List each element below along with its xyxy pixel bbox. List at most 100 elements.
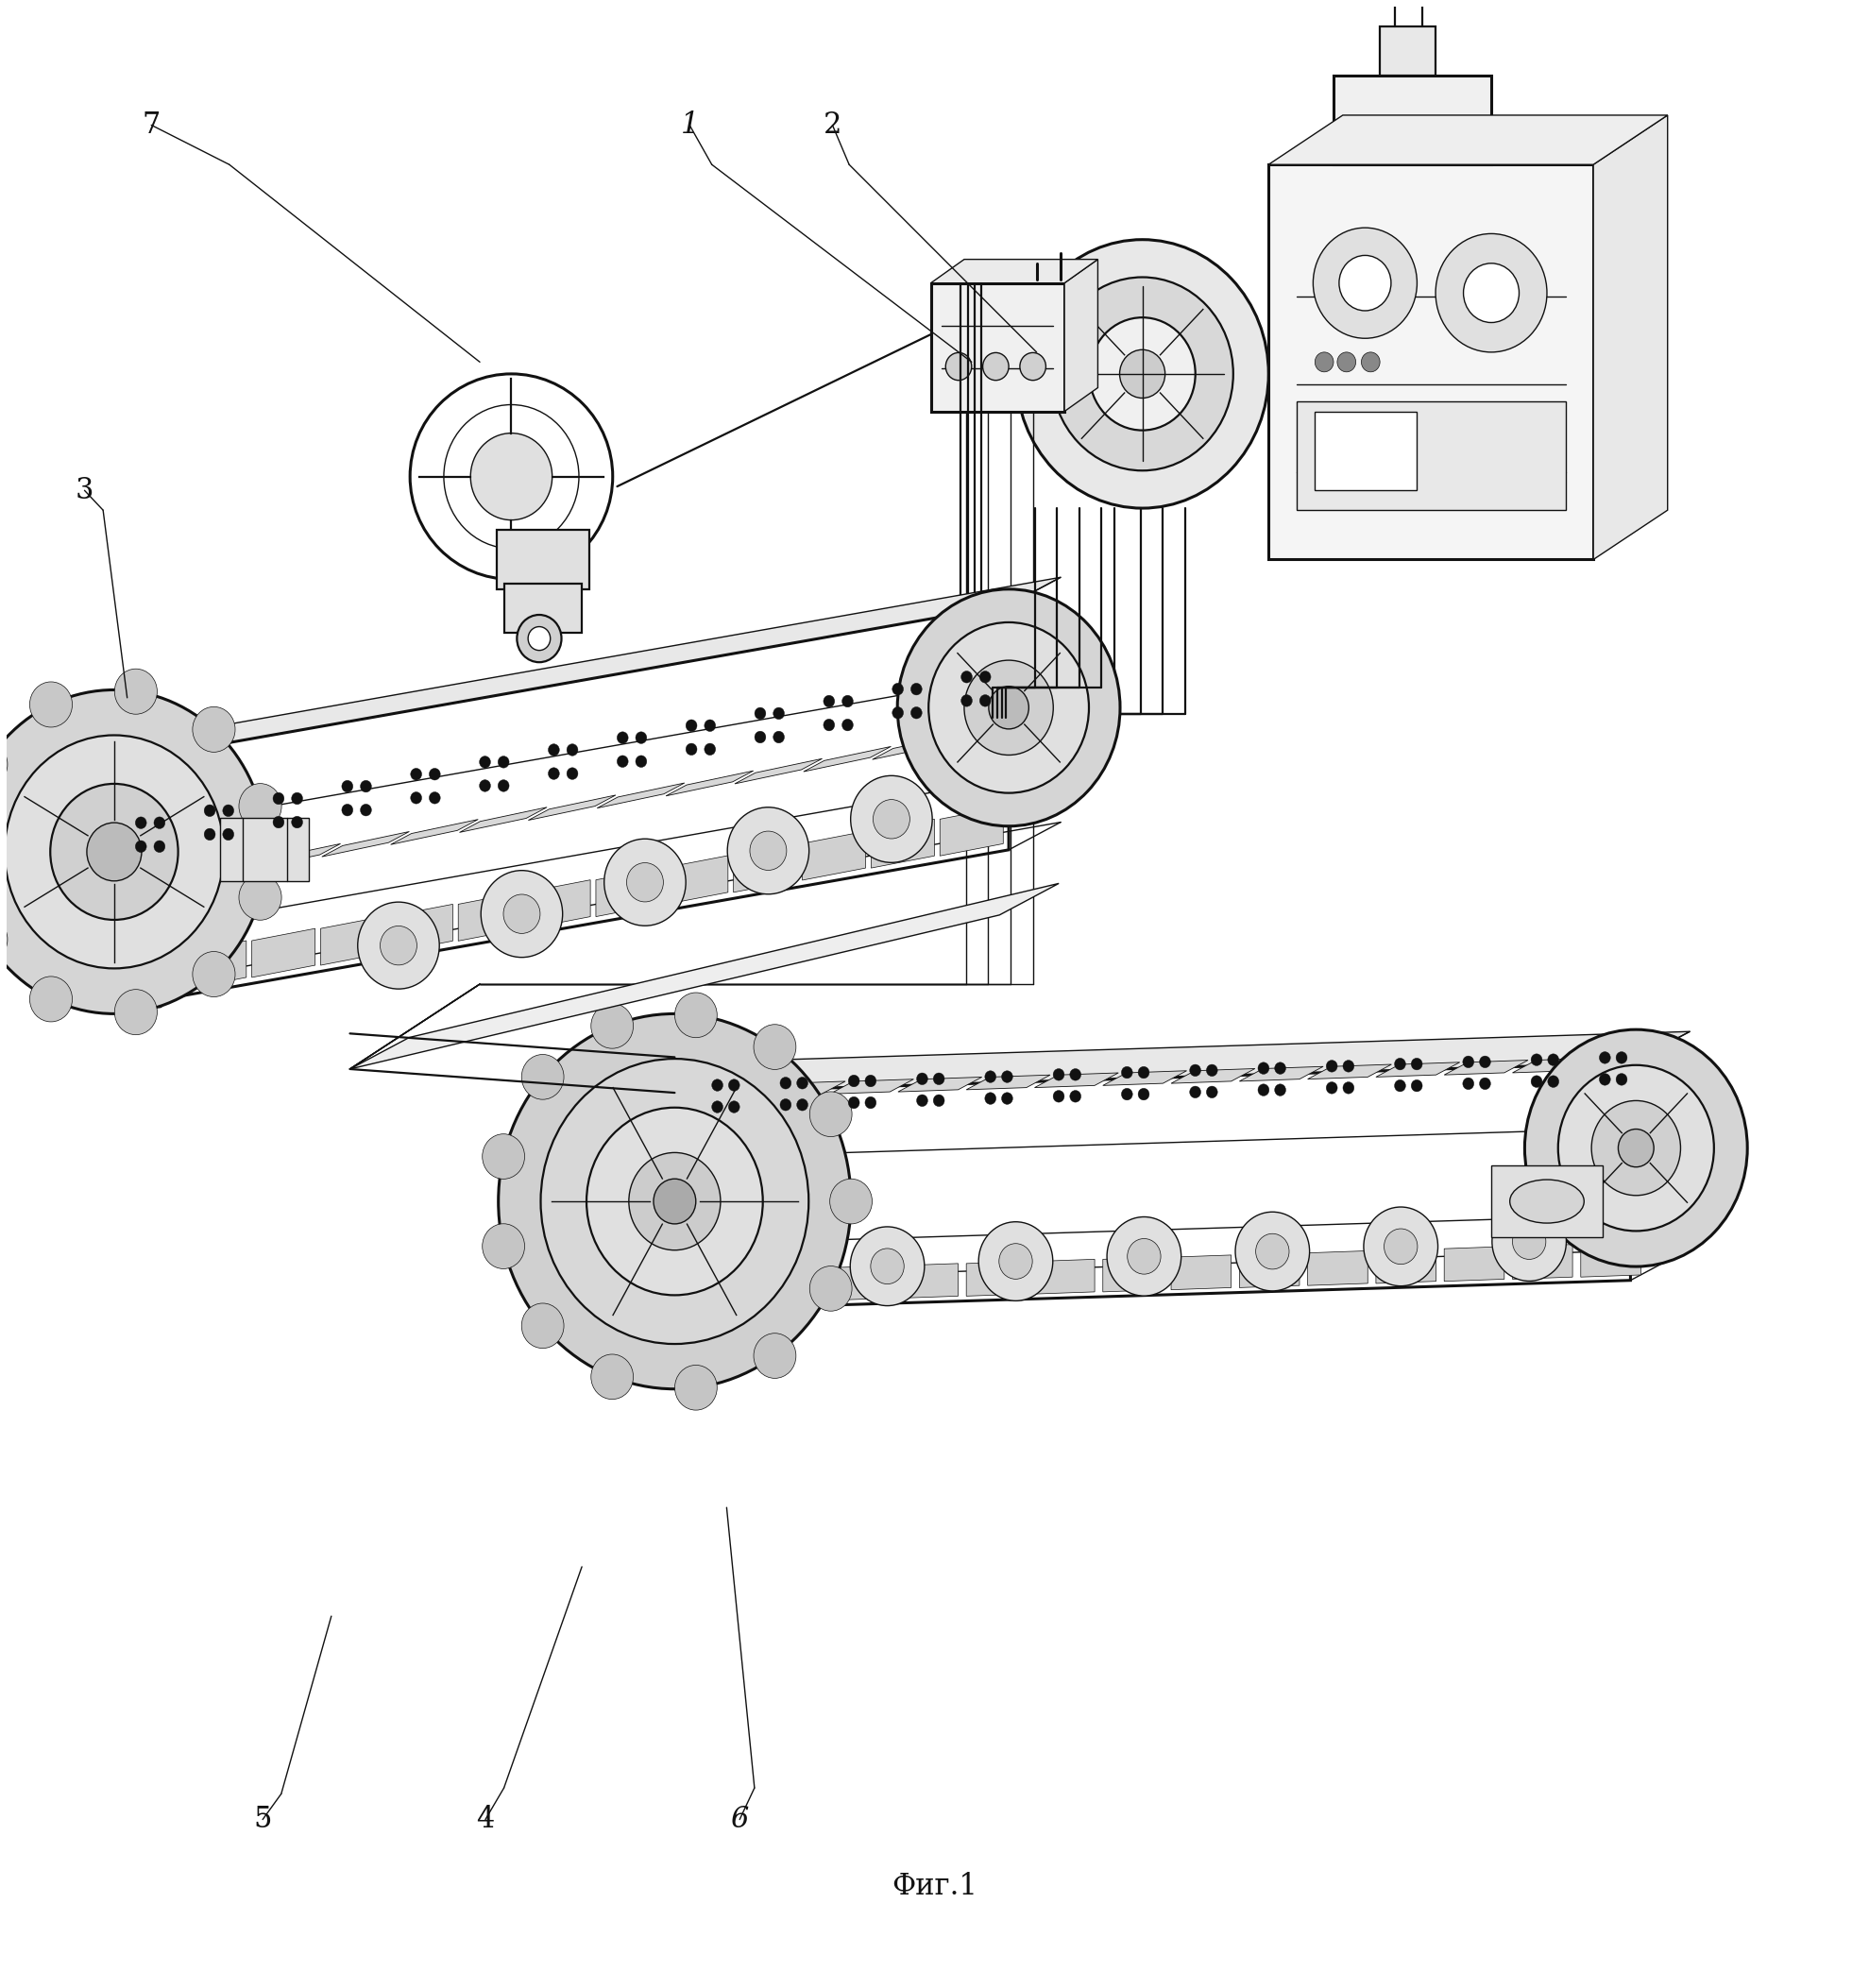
Circle shape (591, 1004, 634, 1048)
Polygon shape (665, 855, 729, 905)
Text: 1: 1 (680, 111, 699, 139)
Polygon shape (897, 1077, 981, 1091)
Polygon shape (1239, 1252, 1299, 1288)
Circle shape (430, 791, 441, 803)
Circle shape (779, 1099, 791, 1111)
Circle shape (1020, 352, 1047, 380)
Circle shape (1052, 276, 1234, 471)
Polygon shape (1445, 1246, 1505, 1282)
Circle shape (830, 1179, 873, 1225)
Circle shape (1344, 1060, 1353, 1072)
Circle shape (729, 1101, 740, 1113)
Polygon shape (391, 819, 478, 845)
Polygon shape (1239, 1066, 1323, 1081)
Circle shape (499, 1014, 850, 1390)
Polygon shape (897, 1264, 959, 1298)
Circle shape (0, 690, 267, 1014)
Polygon shape (873, 734, 961, 759)
Circle shape (809, 1091, 852, 1137)
Circle shape (843, 720, 852, 732)
Polygon shape (252, 928, 316, 978)
Circle shape (1617, 1052, 1628, 1064)
Circle shape (1619, 1129, 1654, 1167)
Circle shape (497, 779, 508, 791)
Text: 6: 6 (731, 1805, 749, 1835)
Circle shape (1258, 1083, 1269, 1095)
Circle shape (1491, 1203, 1566, 1280)
Circle shape (1275, 1062, 1286, 1074)
Polygon shape (1103, 1256, 1163, 1292)
Circle shape (1600, 1052, 1611, 1064)
Polygon shape (460, 807, 548, 833)
Polygon shape (1269, 115, 1667, 165)
Circle shape (548, 744, 559, 755)
Circle shape (628, 1153, 721, 1250)
Circle shape (1531, 1076, 1542, 1087)
Polygon shape (1581, 1242, 1641, 1276)
Circle shape (796, 1077, 807, 1089)
Bar (931, 282, 1065, 412)
Circle shape (1052, 1089, 1063, 1101)
Polygon shape (114, 577, 1062, 763)
Circle shape (985, 1072, 996, 1083)
Circle shape (1069, 1089, 1080, 1101)
Circle shape (114, 668, 157, 714)
Polygon shape (114, 952, 178, 1002)
Polygon shape (1035, 1258, 1095, 1294)
Circle shape (1002, 1072, 1013, 1083)
Circle shape (809, 1266, 852, 1310)
Circle shape (1120, 350, 1164, 398)
Polygon shape (940, 807, 1004, 857)
Circle shape (979, 1223, 1052, 1300)
Circle shape (1138, 1087, 1149, 1099)
Circle shape (779, 1077, 791, 1089)
Circle shape (910, 684, 921, 696)
Circle shape (727, 807, 809, 895)
Circle shape (1206, 1064, 1217, 1076)
Circle shape (964, 660, 1054, 755)
Circle shape (916, 1095, 927, 1107)
Circle shape (865, 1076, 877, 1087)
Circle shape (729, 1079, 740, 1091)
Polygon shape (761, 1268, 822, 1302)
Bar (1297, 402, 1566, 511)
Circle shape (521, 1054, 564, 1099)
Circle shape (204, 805, 215, 817)
Polygon shape (529, 795, 615, 821)
Circle shape (342, 781, 353, 793)
Circle shape (1327, 1060, 1338, 1072)
Circle shape (342, 803, 353, 815)
Circle shape (1394, 1079, 1405, 1091)
Polygon shape (527, 881, 591, 928)
Polygon shape (761, 1081, 845, 1095)
Circle shape (983, 352, 1009, 380)
Polygon shape (735, 759, 822, 783)
Polygon shape (693, 1083, 778, 1097)
Circle shape (222, 829, 234, 841)
Circle shape (1512, 1225, 1546, 1258)
Circle shape (675, 1366, 718, 1409)
Circle shape (1000, 1244, 1032, 1278)
Polygon shape (1308, 1250, 1368, 1286)
Polygon shape (185, 857, 271, 881)
Circle shape (686, 720, 697, 732)
Circle shape (521, 1304, 564, 1348)
Polygon shape (1445, 1060, 1529, 1076)
Circle shape (503, 895, 540, 934)
Polygon shape (321, 831, 409, 857)
Circle shape (193, 708, 235, 751)
Circle shape (1206, 1085, 1217, 1097)
Circle shape (1559, 1066, 1714, 1231)
Text: 4: 4 (477, 1805, 495, 1835)
Circle shape (843, 696, 852, 708)
Circle shape (1480, 1056, 1491, 1068)
Circle shape (222, 805, 234, 817)
Polygon shape (1376, 1248, 1435, 1284)
Polygon shape (1512, 1244, 1572, 1278)
Circle shape (865, 1097, 877, 1109)
Circle shape (1600, 1074, 1611, 1085)
Circle shape (4, 736, 224, 968)
Circle shape (566, 744, 578, 755)
Circle shape (933, 1095, 944, 1107)
Circle shape (849, 1097, 860, 1109)
